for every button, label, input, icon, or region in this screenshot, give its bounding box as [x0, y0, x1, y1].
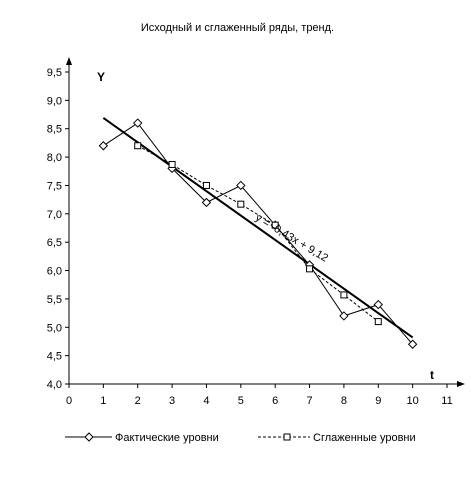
chart-series [98, 118, 418, 349]
data-point-actual [98, 141, 109, 151]
y-tick-label: 7,5 [47, 180, 62, 192]
x-tick-label: 3 [169, 395, 175, 407]
data-point-actual [407, 339, 418, 349]
data-point-smoothed [202, 181, 210, 189]
legend-item-actual: Фактические уровни [65, 432, 219, 444]
trendline-equation: y = -0,43x + 9,12 [253, 212, 330, 265]
data-point-smoothed [306, 265, 314, 273]
x-tick-label: 10 [407, 395, 419, 407]
y-axis-arrow [66, 57, 72, 65]
x-tick-label: 0 [66, 395, 72, 407]
data-point-actual [201, 197, 212, 208]
legend-label-smoothed: Сглаженные уровни [313, 432, 416, 444]
y-tick-label: 5,5 [47, 294, 62, 306]
data-point-smoothed [271, 221, 279, 229]
legend-square-marker [283, 433, 291, 441]
x-tick-label: 9 [375, 395, 381, 407]
data-point-actual [373, 299, 383, 310]
y-axis-ticks: 4,0 4,5 5,0 5,5 6,0 6,5 7,0 7,5 8,0 8,5 9,0 9,5 [47, 67, 69, 391]
x-tick-label: 1 [100, 395, 106, 407]
y-tick-label: 5,0 [47, 322, 62, 334]
y-tick-label: 6,0 [47, 266, 62, 278]
y-tick-label: 8,0 [47, 152, 62, 164]
x-tick-label: 6 [272, 395, 278, 407]
legend-item-smoothed: Сглаженные уровни [258, 432, 416, 444]
y-tick-label: 8,5 [47, 124, 62, 136]
y-tick-label: 4,0 [47, 379, 62, 391]
x-tick-label: 2 [135, 395, 141, 407]
x-axis-label: t [430, 368, 434, 382]
data-point-smoothed [374, 318, 382, 326]
x-tick-label: 4 [203, 395, 209, 407]
data-point-smoothed [168, 160, 176, 168]
data-point-smoothed [134, 142, 142, 150]
x-axis-arrow [457, 381, 465, 387]
x-tick-label: 8 [341, 395, 347, 407]
series-line-smoothed [137, 145, 379, 322]
series-line-actual [103, 122, 413, 345]
data-point-actual [339, 311, 349, 321]
y-tick-label: 6,5 [47, 237, 62, 249]
data-point-smoothed [237, 200, 245, 208]
data-point-smoothed [340, 291, 348, 299]
y-axis-label: Y [97, 70, 105, 84]
x-tick-label: 11 [441, 395, 452, 407]
data-point-actual [236, 180, 246, 191]
y-tick-label: 9,0 [47, 95, 62, 107]
x-tick-label: 5 [238, 395, 244, 407]
legend-diamond-marker [84, 432, 94, 442]
y-tick-label: 4,5 [47, 351, 62, 363]
y-tick-label: 7,0 [47, 209, 62, 221]
data-point-actual [133, 118, 143, 128]
x-tick-label: 7 [306, 395, 312, 407]
chart-axes [66, 57, 465, 387]
chart-legend: Фактические уровни Сглаженные уровни [65, 432, 416, 444]
y-tick-label: 9,5 [47, 67, 62, 79]
trendline-line [102, 117, 414, 339]
trendline [102, 117, 414, 339]
chart-title: Исходный и сглаженный ряды, тренд. [140, 22, 335, 34]
x-axis-ticks: 0 1 2 3 4 5 6 7 8 9 10 11 [66, 384, 453, 407]
legend-label-actual: Фактические уровни [115, 432, 219, 444]
